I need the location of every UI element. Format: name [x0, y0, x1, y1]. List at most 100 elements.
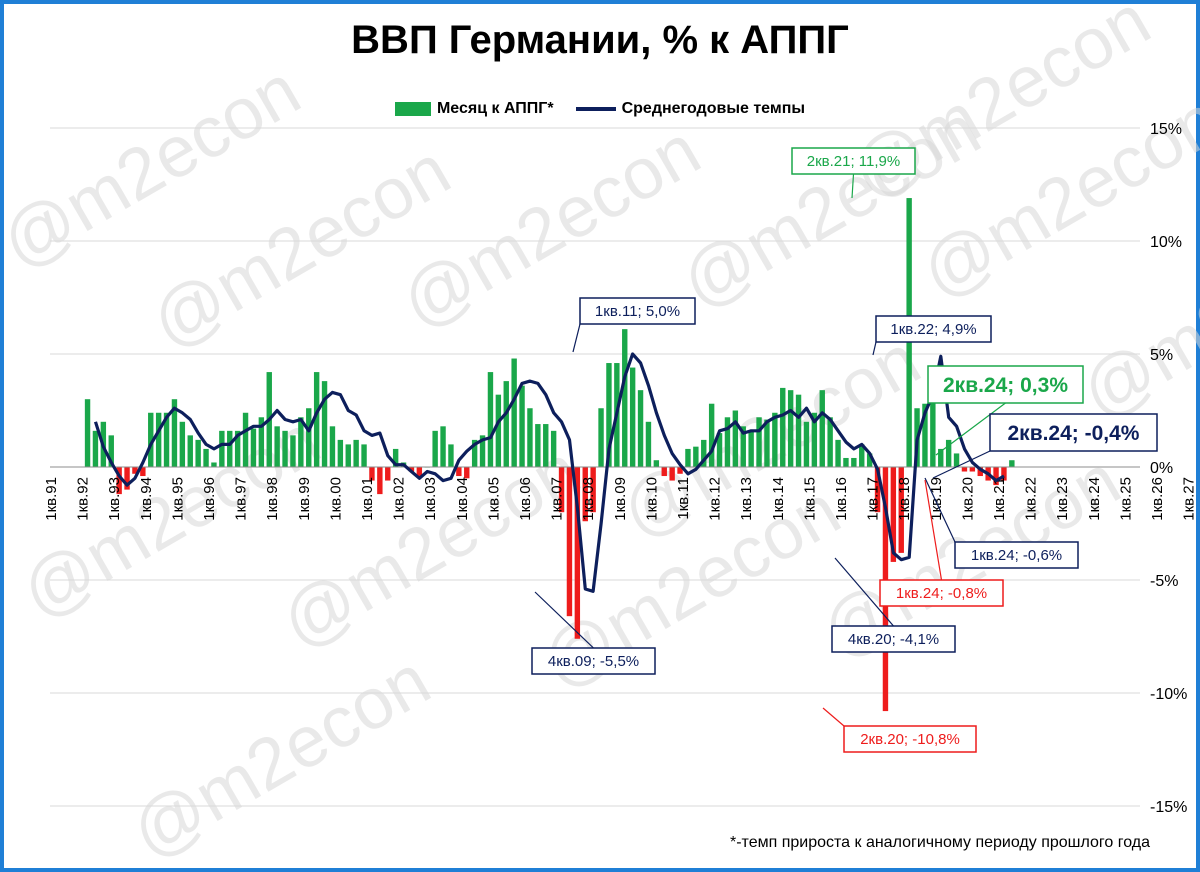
annotation-leader [872, 341, 877, 356]
x-tick-label: 1кв.17 [865, 477, 882, 521]
y-tick-label: 0% [1150, 460, 1173, 477]
bar [764, 419, 770, 467]
x-tick-label: 1кв.04 [454, 477, 471, 521]
bar [337, 439, 344, 467]
bar [290, 435, 296, 467]
x-tick-label: 1кв.91 [43, 477, 60, 521]
legend-label-bars: Месяц к АППГ* [436, 100, 554, 117]
bar [756, 417, 762, 467]
y-tick-label: 15% [1150, 121, 1182, 138]
bar [116, 467, 122, 495]
bar [471, 439, 478, 467]
bar [416, 467, 423, 477]
annotation-label: 4кв.20; -4,1% [848, 631, 939, 648]
bar [132, 467, 138, 474]
bar [258, 417, 265, 467]
bar [227, 430, 233, 467]
bar [969, 467, 976, 472]
bar [313, 372, 320, 467]
x-tick-label: 1кв.02 [391, 477, 408, 521]
annotation-box [843, 725, 977, 753]
bar [550, 430, 557, 467]
x-tick-label: 1кв.98 [264, 477, 281, 521]
annotation-label: 2кв.21; 11,9% [807, 153, 900, 170]
x-tick-label: 1кв.96 [201, 477, 218, 521]
bar [859, 444, 865, 467]
annotation-leader [572, 323, 581, 353]
bar [487, 372, 494, 467]
y-tick-label: -5% [1150, 573, 1178, 590]
bar [298, 417, 304, 467]
bar [503, 381, 509, 467]
bar [772, 412, 778, 467]
chart-title: ВВП Германии, % к АППГ [351, 18, 849, 62]
footnote: *-темп прироста к аналогичному периоду п… [730, 834, 1150, 851]
bar [622, 329, 628, 467]
bar [369, 467, 375, 481]
bar [748, 430, 754, 467]
annotation-label: 2кв.24; -0,4% [1008, 422, 1140, 445]
bar [677, 467, 683, 474]
bar [92, 430, 99, 467]
bar [527, 408, 533, 467]
bar [464, 467, 470, 479]
chart-legend: Месяц к АППГ* Среднегодовые темпы [0, 100, 1200, 118]
annotation-leader [834, 557, 894, 627]
bar [803, 421, 810, 467]
bar [124, 467, 130, 490]
y-tick-label: 10% [1150, 234, 1182, 251]
x-tick-label: 1кв.25 [1117, 477, 1134, 521]
annotation-box [791, 147, 916, 175]
bar [645, 421, 652, 467]
bar [392, 448, 399, 467]
x-tick-label: 1кв.12 [707, 477, 724, 521]
x-tick-label: 1кв.92 [75, 477, 92, 521]
bar [535, 424, 541, 467]
x-tick-label: 1кв.05 [485, 477, 502, 521]
bar [843, 457, 849, 467]
bar [582, 467, 588, 522]
bar [795, 394, 802, 467]
bar [171, 399, 178, 467]
bar [780, 387, 786, 467]
annotation-leader [932, 450, 991, 479]
bar [1001, 467, 1007, 481]
bar [787, 390, 794, 467]
bar [558, 467, 565, 513]
bar [598, 408, 604, 467]
bar [519, 385, 525, 467]
x-tick-label: 1кв.20 [959, 477, 976, 521]
bar [234, 430, 241, 467]
bar [385, 467, 391, 481]
average-growth-line [93, 352, 1005, 593]
annotation-box [989, 413, 1158, 452]
annotation-box [954, 541, 1079, 569]
legend-swatch-line [575, 107, 616, 111]
bar [685, 448, 691, 467]
watermark-text: @m2econ [118, 640, 443, 872]
x-tick-label: 1кв.11 [675, 477, 692, 520]
x-tick-label: 1кв.08 [580, 477, 597, 521]
bar [108, 435, 114, 467]
bar [195, 439, 201, 467]
bar [874, 467, 881, 513]
x-tick-label: 1кв.21 [991, 477, 1008, 521]
bar [669, 467, 675, 481]
bar [440, 426, 446, 467]
annotation-label: 2кв.20; -10,8% [860, 731, 960, 748]
bar [890, 467, 897, 562]
legend-label-line: Среднегодовые темпы [621, 100, 806, 117]
x-tick-label: 1кв.18 [896, 477, 913, 521]
annotation-leader [924, 479, 943, 581]
bar [448, 444, 454, 467]
bar [408, 467, 415, 472]
bar [211, 462, 217, 467]
x-tick-label: 1кв.99 [296, 477, 313, 521]
bar [203, 448, 209, 467]
bar [274, 426, 280, 467]
bar [851, 457, 857, 467]
annotation-leader [822, 707, 845, 727]
bar [922, 403, 928, 467]
bar [242, 412, 249, 467]
